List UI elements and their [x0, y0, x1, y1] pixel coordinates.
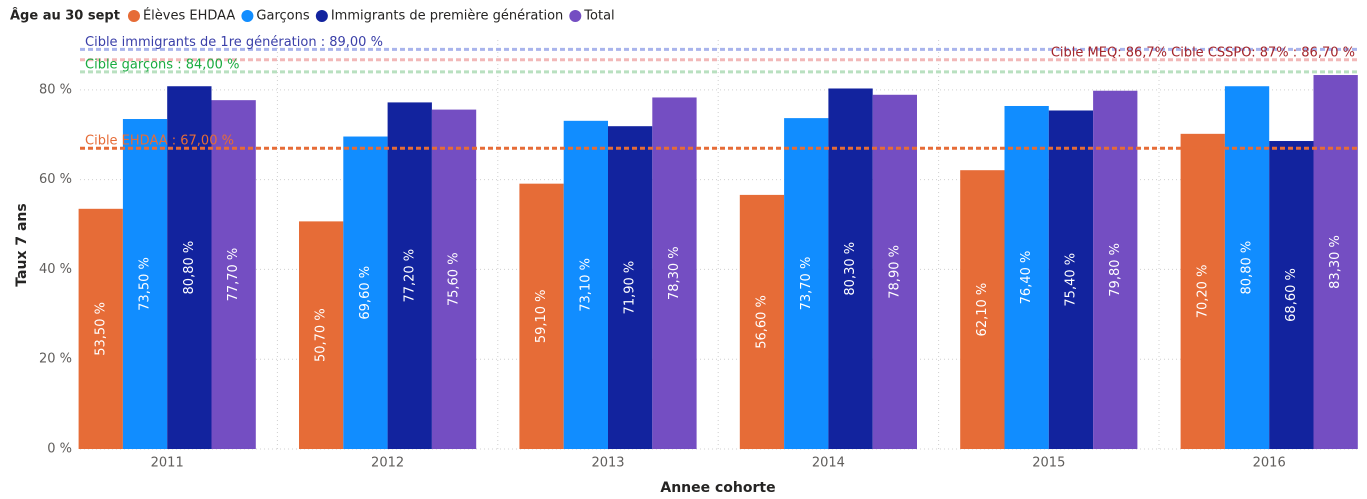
data-label: 68,60 %	[1284, 268, 1299, 322]
bar	[872, 94, 917, 450]
bar	[739, 194, 785, 449]
data-label: 59,10 %	[534, 289, 549, 343]
bar	[211, 100, 256, 449]
legend-marker	[315, 10, 328, 22]
legend-label: Élèves EHDAA	[143, 8, 235, 24]
y-tick-label: 60 %	[39, 172, 72, 187]
legend-marker	[127, 10, 140, 22]
x-tick-label: 2015	[1032, 456, 1065, 471]
reference-label: Cible immigrants de 1re génération : 89,…	[85, 35, 383, 50]
legend-title: Âge au 30 sept	[10, 8, 120, 24]
reference-label: Cible garçons : 84,00 %	[85, 57, 239, 72]
bar	[122, 119, 168, 449]
data-label: 75,40 %	[1063, 253, 1078, 307]
x-tick-label: 2016	[1253, 456, 1286, 471]
legend-marker	[241, 10, 254, 22]
data-label: 78,90 %	[887, 245, 902, 299]
bar	[652, 97, 697, 449]
legend-label: Garçons	[256, 9, 309, 24]
data-label: 73,10 %	[578, 258, 593, 312]
bar	[563, 120, 608, 450]
data-label: 77,70 %	[226, 248, 241, 302]
data-label: 83,30 %	[1328, 235, 1343, 289]
data-label: 69,60 %	[358, 266, 373, 320]
bar	[387, 102, 432, 449]
bar	[78, 208, 123, 449]
data-label: 70,20 %	[1195, 265, 1210, 319]
legend-label: Immigrants de première génération	[331, 9, 563, 24]
x-tick-label: 2013	[591, 456, 624, 471]
data-label: 80,30 %	[843, 242, 858, 296]
y-tick-label: 80 %	[39, 82, 72, 97]
data-label: 77,20 %	[402, 249, 417, 303]
bar	[343, 136, 388, 449]
x-tick-label: 2011	[151, 456, 184, 471]
data-label: 62,10 %	[975, 283, 990, 337]
x-tick-label: 2014	[812, 456, 845, 471]
legend-marker	[569, 10, 582, 22]
y-tick-label: 40 %	[39, 262, 72, 277]
bar	[1093, 90, 1138, 449]
x-tick-label: 2012	[371, 456, 404, 471]
bar	[1313, 75, 1358, 449]
bar	[1180, 133, 1225, 450]
data-label: 73,70 %	[799, 257, 814, 311]
legend-label: Total	[583, 9, 614, 24]
y-tick-label: 20 %	[39, 352, 72, 367]
bar	[960, 170, 1005, 450]
reference-label: Cible MEQ: 86,7% Cible CSSPO: 87% : 86,7…	[1051, 45, 1355, 60]
bar	[1269, 141, 1314, 449]
bar	[1004, 105, 1049, 449]
bar	[1048, 110, 1094, 450]
bar	[431, 109, 477, 449]
reference-label: Cible EHDAA : 67,00 %	[85, 134, 234, 149]
bar	[608, 126, 653, 450]
data-label: 76,40 %	[1019, 251, 1034, 305]
data-label: 73,50 %	[138, 257, 153, 311]
data-label: 53,50 %	[93, 302, 108, 356]
bar	[784, 118, 829, 449]
y-tick-label: 0 %	[47, 442, 72, 457]
data-label: 71,90 %	[623, 261, 638, 315]
data-label: 78,30 %	[667, 246, 682, 300]
data-label: 80,80 %	[1240, 241, 1255, 295]
x-axis-label: Annee cohorte	[660, 480, 775, 496]
data-label: 75,60 %	[447, 252, 462, 306]
bar	[299, 221, 344, 449]
bar	[519, 183, 564, 449]
data-label: 79,80 %	[1108, 243, 1123, 297]
y-axis-label: Taux 7 ans	[14, 203, 30, 286]
data-label: 50,70 %	[314, 308, 329, 362]
data-label: 80,80 %	[182, 241, 197, 295]
data-label: 56,60 %	[754, 295, 769, 349]
